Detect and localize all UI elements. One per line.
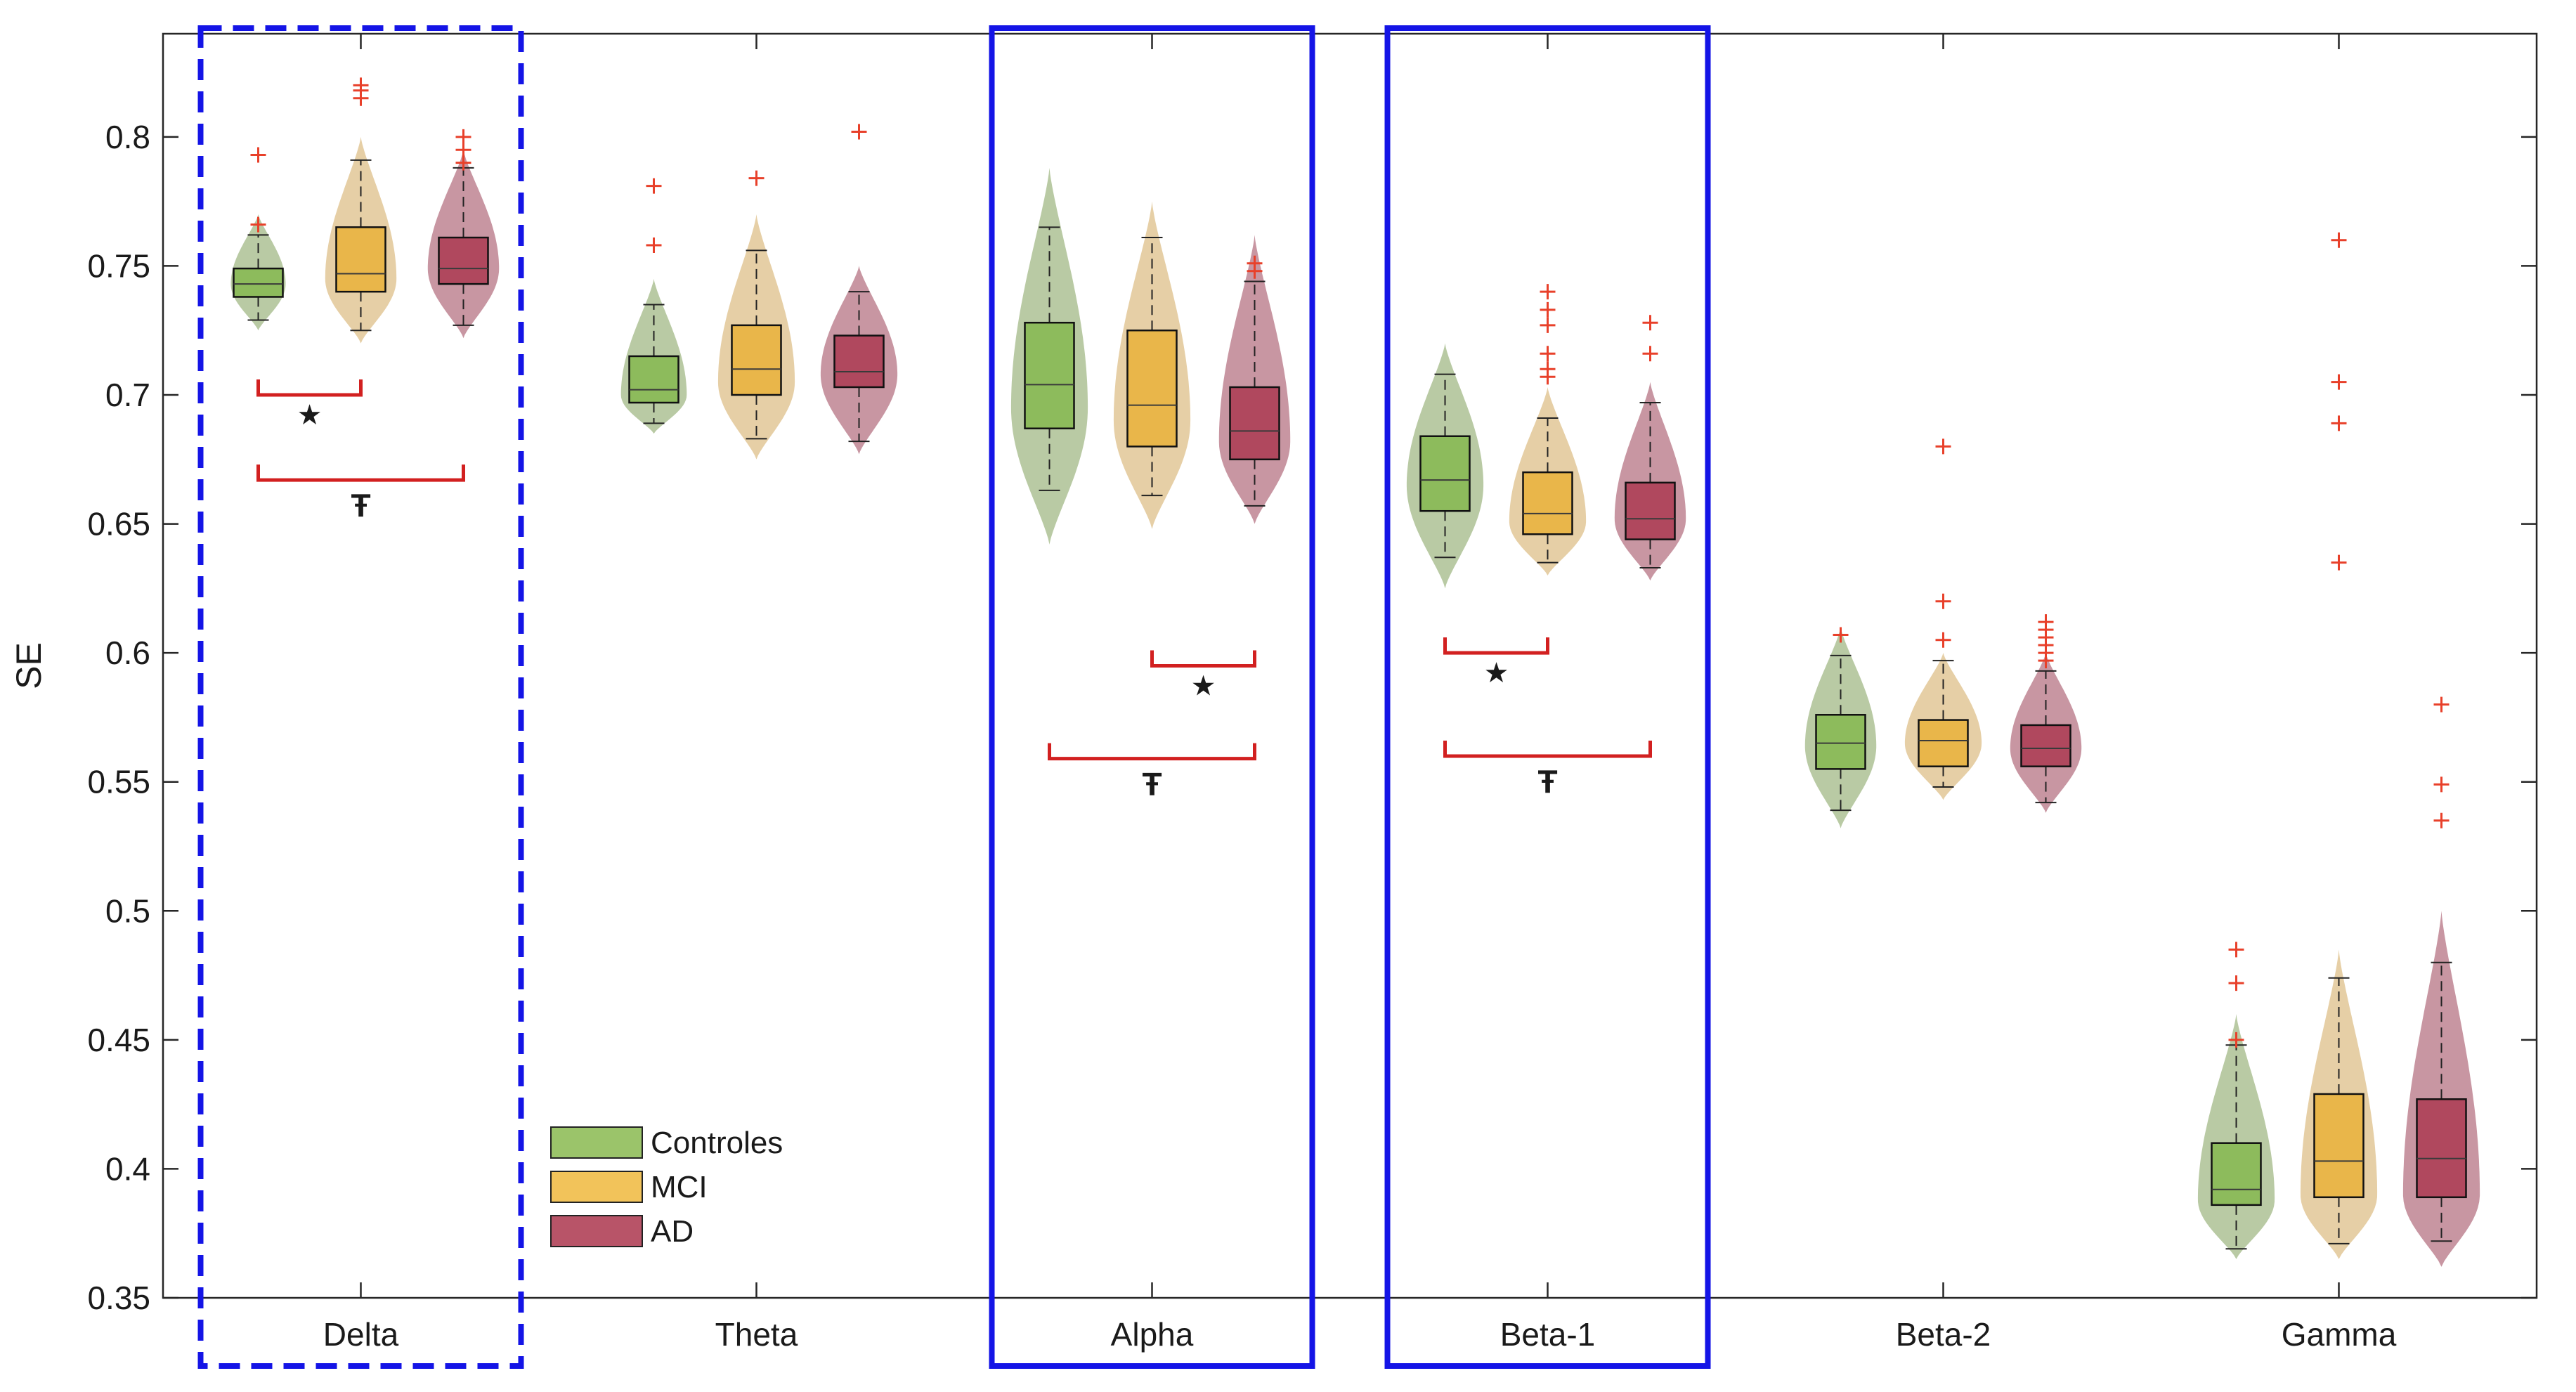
plot-frame <box>162 32 2538 1299</box>
box-beta-1-mci <box>1522 471 1573 535</box>
outlier-beta-2-mci-1 <box>1935 593 1951 609</box>
outlier-gamma-mci-2 <box>2331 374 2347 390</box>
outlier-beta-1-ad-1 <box>1642 315 1658 331</box>
y-tick-label-5: 0.6 <box>105 635 150 671</box>
y-tick-label-1: 0.4 <box>105 1150 150 1187</box>
y-tick-label-4: 0.55 <box>87 764 150 800</box>
outlier-layer <box>250 77 2450 1048</box>
outlier-beta-1-mci-4 <box>1540 301 1556 318</box>
outlier-theta-controles-1 <box>646 178 662 194</box>
box-gamma-mci <box>2313 1093 2364 1199</box>
outlier-theta-ad-0 <box>851 124 867 140</box>
outlier-delta-ad-0 <box>455 155 471 171</box>
legend-label-controles: Controles <box>651 1126 783 1160</box>
highlight-box-beta-1 <box>1384 25 1711 1369</box>
significance-bracket-delta-0 <box>256 379 363 397</box>
outlier-gamma-ad-2 <box>2433 696 2450 713</box>
outlier-beta-2-ad-5 <box>2038 614 2054 630</box>
significance-bracket-delta-1 <box>256 464 465 482</box>
significance-symbol-beta-1-4: ★ <box>1484 658 1509 689</box>
highlight-box-alpha <box>989 25 1315 1369</box>
y-tick-label-2: 0.45 <box>87 1022 150 1058</box>
outlier-gamma-controles-1 <box>2228 975 2244 991</box>
box-theta-controles <box>628 355 679 404</box>
outlier-delta-mci-2 <box>353 77 369 93</box>
box-beta-2-ad <box>2020 724 2071 767</box>
significance-symbol-beta-1-5: Ŧ <box>1537 763 1557 800</box>
x-tick-label-beta-2: Beta-2 <box>1896 1316 1991 1353</box>
significance-bracket-alpha-2 <box>1150 650 1256 668</box>
box-beta-1-controles <box>1419 435 1471 512</box>
outlier-theta-mci-0 <box>748 170 765 186</box>
y-tick-label-7: 0.7 <box>105 377 150 413</box>
x-tick-label-delta: Delta <box>323 1316 399 1353</box>
highlight-box-delta <box>197 25 524 1369</box>
legend-label-ad: AD <box>651 1214 694 1249</box>
box-delta-mci <box>335 226 386 293</box>
box-delta-controles <box>233 267 284 298</box>
x-tick-label-alpha: Alpha <box>1111 1316 1194 1353</box>
box-beta-2-mci <box>1918 719 1969 767</box>
outlier-delta-ad-1 <box>455 142 471 158</box>
significance-layer: ★ Ŧ ★ Ŧ ★ Ŧ <box>256 379 1652 802</box>
y-tick-label-9: 0.8 <box>105 119 150 155</box>
outlier-delta-controles-1 <box>250 147 266 163</box>
outlier-gamma-mci-3 <box>2331 232 2347 248</box>
y-tick-label-0: 0.35 <box>87 1280 150 1316</box>
significance-symbol-delta-1: Ŧ <box>351 487 370 523</box>
box-beta-1-ad <box>1625 481 1676 540</box>
legend-label-mci: MCI <box>651 1170 708 1204</box>
highlight-layer <box>197 25 1711 1369</box>
outlier-gamma-mci-1 <box>2331 415 2347 431</box>
y-axis-label: SE <box>9 642 48 689</box>
significance-bracket-alpha-3 <box>1048 743 1256 761</box>
outlier-gamma-mci-0 <box>2331 554 2347 571</box>
box-alpha-mci <box>1126 329 1178 448</box>
significance-bracket-beta-1-5 <box>1443 741 1652 758</box>
outlier-gamma-ad-1 <box>2433 776 2450 793</box>
x-tick-label-theta: Theta <box>715 1316 798 1353</box>
outlier-beta-2-controles-0 <box>1833 627 1849 643</box>
box-layer <box>233 159 2467 1250</box>
box-alpha-ad <box>1229 386 1280 461</box>
box-gamma-ad <box>2416 1098 2467 1199</box>
box-alpha-controles <box>1024 321 1075 429</box>
legend-swatch-mci <box>550 1171 643 1203</box>
box-theta-mci <box>731 324 782 396</box>
box-beta-2-controles <box>1815 714 1866 770</box>
box-gamma-controles <box>2211 1142 2262 1206</box>
outlier-beta-2-mci-0 <box>1935 632 1951 648</box>
y-tick-label-6: 0.65 <box>87 506 150 542</box>
x-tick-label-beta-1: Beta-1 <box>1500 1316 1596 1353</box>
significance-bracket-beta-1-4 <box>1443 637 1549 655</box>
outlier-beta-1-mci-1 <box>1540 361 1556 377</box>
outlier-alpha-ad-1 <box>1247 255 1263 271</box>
outlier-gamma-controles-0 <box>2228 1032 2244 1048</box>
outlier-delta-controles-0 <box>250 216 266 233</box>
box-delta-ad <box>438 236 489 285</box>
outlier-theta-controles-0 <box>646 238 662 254</box>
x-tick-label-gamma: Gamma <box>2282 1316 2397 1353</box>
legend-swatch-ad <box>550 1215 643 1247</box>
outlier-gamma-controles-2 <box>2228 942 2244 958</box>
significance-symbol-alpha-2: ★ <box>1191 671 1216 702</box>
y-tick-label-8: 0.75 <box>87 247 150 284</box>
outlier-beta-1-mci-3 <box>1540 317 1556 333</box>
box-theta-ad <box>833 334 885 389</box>
outlier-beta-1-mci-2 <box>1540 346 1556 362</box>
significance-symbol-alpha-3: Ŧ <box>1142 766 1162 802</box>
y-tick-label-3: 0.5 <box>105 892 150 929</box>
axes-layer: 0.35 0.4 0.45 0.5 0.55 0.6 0.65 0.7 0.75 0.8 Delta… <box>87 32 2538 1353</box>
outlier-beta-1-mci-5 <box>1540 284 1556 300</box>
legend: Controles MCI AD <box>550 1126 783 1249</box>
outlier-beta-1-ad-0 <box>1642 346 1658 362</box>
outlier-delta-ad-2 <box>455 129 471 145</box>
outlier-gamma-ad-0 <box>2433 812 2450 828</box>
outlier-beta-2-mci-2 <box>1935 438 1951 455</box>
significance-symbol-delta-0: ★ <box>297 400 323 431</box>
legend-swatch-controles <box>550 1126 643 1159</box>
